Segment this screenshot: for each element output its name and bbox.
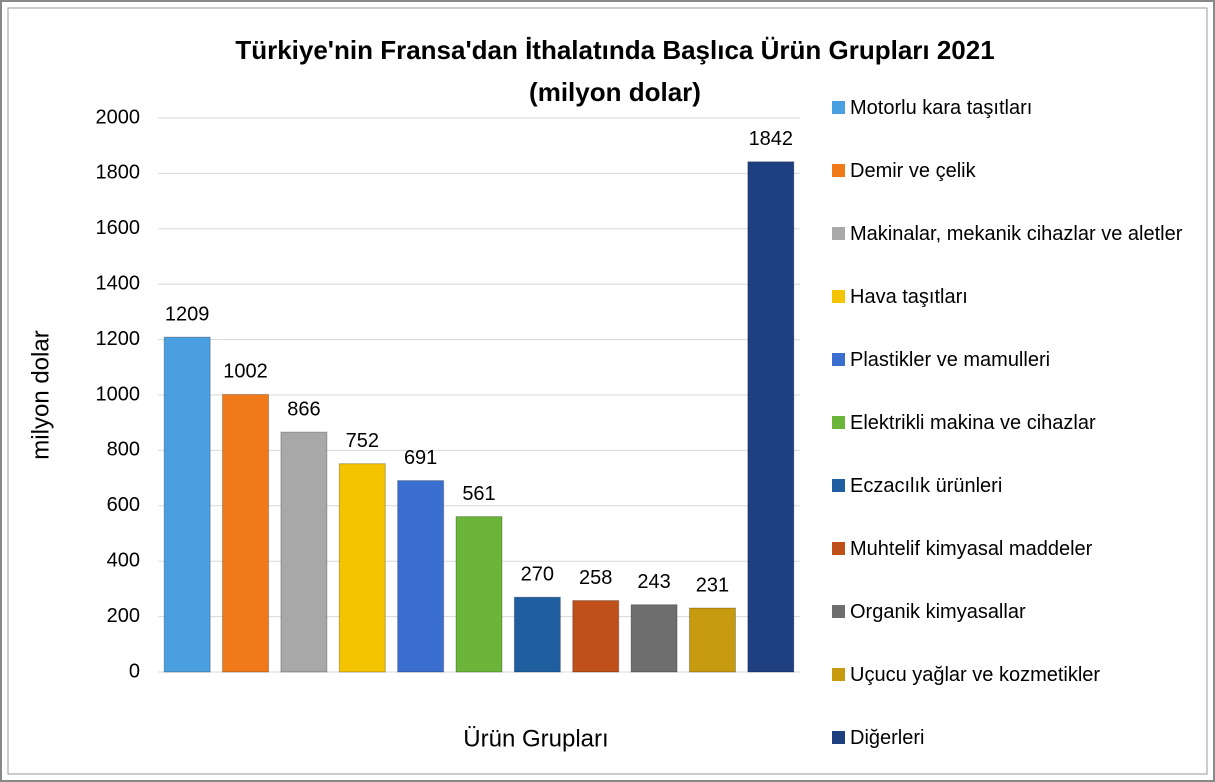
bar: [688, 607, 736, 673]
legend-label: Diğerleri: [850, 727, 925, 749]
y-tick-label: 1800: [96, 162, 141, 184]
legend-label: Makinalar, mekanik cihazlar ve aletler: [850, 223, 1183, 245]
bar: [397, 480, 445, 673]
legend-label: Muhtelif kimyasal maddeler: [850, 538, 1093, 560]
legend-swatch: [832, 479, 845, 492]
legend-item: Uçucu yağlar ve kozmetikler: [832, 661, 1197, 689]
legend-label: Organik kimyasallar: [850, 601, 1026, 623]
y-tick-label: 200: [107, 605, 140, 627]
y-tick-label: 600: [107, 494, 140, 516]
legend-label: Motorlu kara taşıtları: [850, 97, 1033, 119]
legend-label: Plastikler ve mamulleri: [850, 349, 1051, 371]
legend-swatch: [832, 416, 845, 429]
y-tick-label: 800: [107, 439, 140, 461]
data-label: 1842: [749, 128, 794, 150]
bar: [222, 393, 270, 673]
legend-swatch: [832, 290, 845, 303]
legend-swatch: [832, 542, 845, 555]
legend-label: Eczacılık ürünleri: [850, 475, 1003, 497]
y-tick-label: 1600: [96, 217, 141, 239]
data-label: 231: [696, 574, 729, 596]
data-label: 1002: [223, 361, 268, 383]
y-tick-label: 1200: [96, 328, 141, 350]
legend-label: Demir ve çelik: [850, 160, 976, 182]
legend-swatch: [832, 731, 845, 744]
x-axis-label: Ürün Grupları: [463, 725, 608, 752]
legend-label: Uçucu yağlar ve kozmetikler: [850, 664, 1101, 686]
data-label: 866: [287, 398, 320, 420]
legend-label: Hava taşıtları: [850, 286, 968, 308]
legend-item: Organik kimyasallar: [832, 598, 1197, 626]
bar: [455, 516, 503, 673]
legend-swatch: [832, 101, 845, 114]
legend-item: Demir ve çelik: [832, 157, 1197, 185]
data-label: 258: [579, 567, 612, 589]
data-label: 561: [462, 483, 495, 505]
legend-swatch: [832, 668, 845, 681]
bar: [747, 161, 795, 673]
data-label: 243: [637, 571, 670, 593]
chart-title: Türkiye'nin Fransa'dan İthalatında Başlı…: [235, 35, 994, 65]
legend-item: Motorlu kara taşıtları: [832, 94, 1197, 122]
legend-swatch: [832, 605, 845, 618]
legend-item: Plastikler ve mamulleri: [832, 346, 1197, 374]
data-label: 1209: [165, 303, 210, 325]
bar: [630, 604, 678, 673]
data-label: 691: [404, 447, 437, 469]
bar: [163, 336, 211, 673]
bar: [280, 431, 328, 673]
legend-item: Hava taşıtları: [832, 283, 1197, 311]
y-tick-label: 400: [107, 549, 140, 571]
y-tick-label: 0: [129, 660, 140, 682]
legend-item: Muhtelif kimyasal maddeler: [832, 535, 1197, 563]
data-label: 270: [521, 563, 554, 585]
y-axis-label: milyon dolar: [27, 330, 54, 459]
legend-swatch: [832, 353, 845, 366]
y-tick-label: 1000: [96, 383, 141, 405]
legend-item: Makinalar, mekanik cihazlar ve aletler: [832, 220, 1197, 248]
legend-label: Elektrikli makina ve cihazlar: [850, 412, 1096, 434]
legend-item: Elektrikli makina ve cihazlar: [832, 409, 1197, 437]
y-tick-label: 2000: [96, 106, 141, 128]
legend-swatch: [832, 164, 845, 177]
bar: [338, 463, 386, 673]
legend-item: Eczacılık ürünleri: [832, 472, 1197, 500]
chart-subtitle: (milyon dolar): [529, 77, 701, 107]
y-tick-label: 1400: [96, 272, 141, 294]
data-label: 752: [346, 430, 379, 452]
legend-item: Diğerleri: [832, 724, 1197, 752]
inner-frame: [7, 7, 1208, 775]
bar: [572, 600, 620, 673]
bar: [513, 596, 561, 673]
legend-swatch: [832, 227, 845, 240]
